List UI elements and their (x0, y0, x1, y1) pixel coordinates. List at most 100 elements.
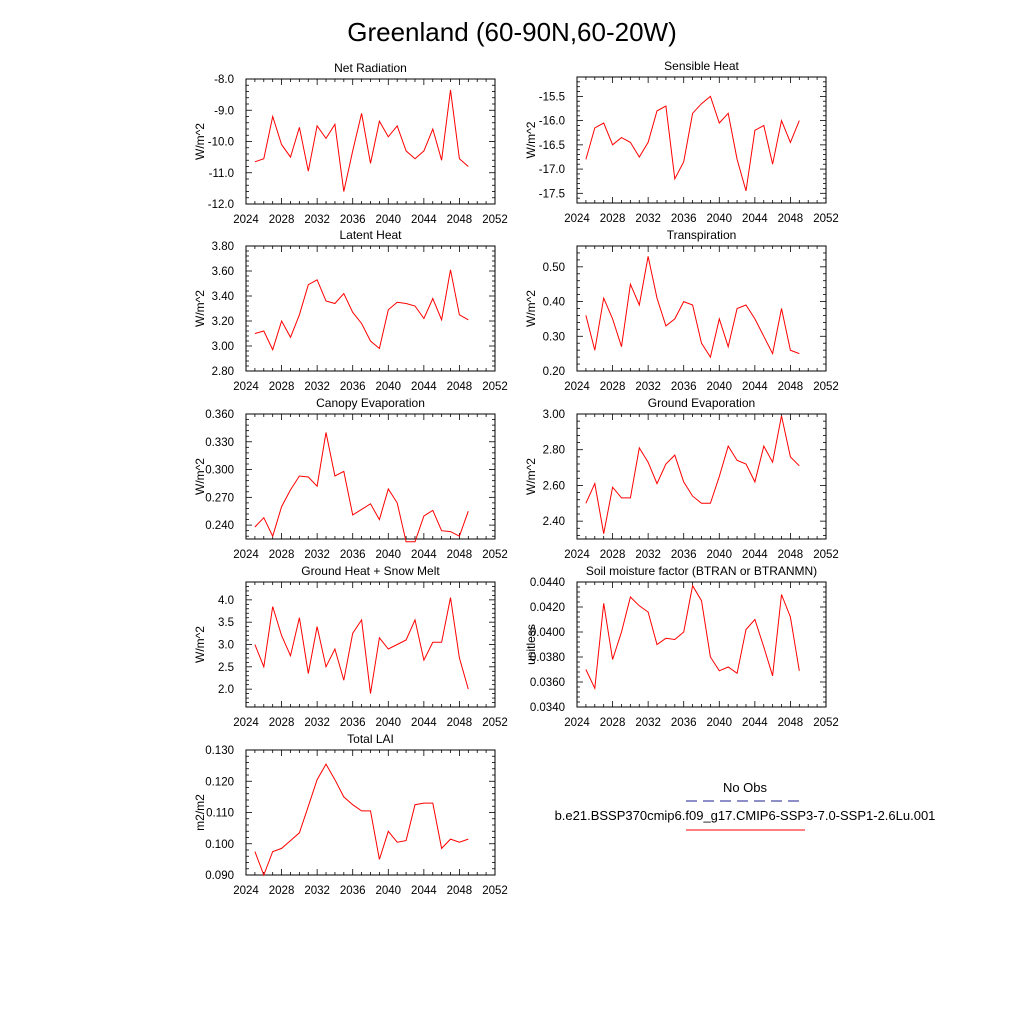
x-tick-label: 2052 (813, 549, 839, 561)
y-axis-label: W/m^2 (193, 290, 207, 327)
x-tick-label: 2036 (340, 885, 366, 897)
y-tick-label: 0.090 (205, 870, 234, 882)
legend: No Obs b.e21.BSSP370cmip6.f09_g17.CMIP6-… (555, 780, 936, 831)
x-tick-label: 2040 (375, 214, 401, 226)
x-tick-label: 2024 (233, 381, 259, 393)
x-tick-label: 2052 (482, 549, 508, 561)
x-tick-label: 2036 (671, 549, 697, 561)
y-tick-label: 0.0380 (530, 652, 565, 664)
y-tick-label: 0.0400 (530, 627, 565, 639)
x-tick-label: 2052 (813, 717, 839, 729)
y-axis-label: W/m^2 (193, 123, 207, 160)
y-tick-label: 2.0 (218, 684, 234, 696)
y-axis-label: m2/m2 (193, 794, 207, 831)
chart-panel: Soil moisture factor (BTRAN or BTRANMN) u… (524, 564, 839, 729)
y-tick-label: 0.330 (205, 437, 234, 449)
x-tick-label: 2044 (411, 214, 437, 226)
panels-group: Net Radiation W/m^2 2024 2028 2032 2036 2040 20… (193, 59, 839, 897)
panel-title: Total LAI (347, 732, 394, 746)
series-line (585, 415, 800, 534)
x-tick-label: 2028 (600, 717, 626, 729)
y-tick-label: 0.120 (205, 776, 234, 788)
y-tick-label: -17.0 (539, 164, 565, 176)
y-axis-label: W/m^2 (524, 458, 538, 495)
y-axis-label: W/m^2 (524, 121, 538, 158)
x-tick-label: 2048 (447, 717, 473, 729)
y-tick-label: 0.0360 (530, 677, 565, 689)
chart-panel: Sensible Heat W/m^2 2024 2028 2032 2036 2040 20… (524, 59, 839, 225)
x-tick-label: 2032 (304, 381, 330, 393)
series-line (254, 269, 469, 352)
x-tick-label: 2052 (813, 381, 839, 393)
figure-title: Greenland (60-90N,60-20W) (347, 17, 677, 47)
x-tick-label: 2032 (635, 717, 661, 729)
chart-panel: Transpiration W/m^2 2024 2028 2032 2036 2040 20… (524, 228, 839, 393)
x-tick-label: 2052 (482, 885, 508, 897)
y-tick-label: 0.360 (205, 409, 234, 421)
y-tick-label: 0.0340 (530, 702, 565, 714)
chart-panel: Net Radiation W/m^2 2024 2028 2032 2036 2040 20… (193, 61, 508, 226)
plot-frame (576, 76, 827, 204)
x-tick-label: 2044 (742, 213, 768, 225)
x-tick-label: 2040 (706, 549, 732, 561)
plot-frame (576, 245, 827, 372)
y-tick-label: 3.00 (543, 409, 565, 421)
x-tick-label: 2048 (778, 213, 804, 225)
y-tick-label: -16.0 (539, 116, 565, 128)
x-tick-label: 2044 (411, 885, 437, 897)
series-line (254, 597, 469, 694)
y-axis-label: W/m^2 (524, 290, 538, 327)
x-tick-label: 2048 (447, 549, 473, 561)
x-tick-label: 2040 (706, 213, 732, 225)
panel-title: Soil moisture factor (BTRAN or BTRANMN) (586, 564, 817, 578)
x-tick-label: 2048 (778, 549, 804, 561)
x-tick-label: 2024 (233, 214, 259, 226)
series-line (254, 432, 469, 543)
y-tick-label: 0.240 (205, 520, 234, 532)
y-tick-label: -15.5 (539, 91, 565, 103)
plot-frame (576, 413, 827, 540)
x-tick-label: 2052 (482, 214, 508, 226)
x-tick-label: 2032 (635, 549, 661, 561)
x-tick-label: 2032 (635, 213, 661, 225)
series-line (254, 763, 469, 877)
chart-panel: Canopy Evaporation W/m^2 2024 2028 2032 2036 2… (193, 396, 508, 561)
x-tick-label: 2040 (375, 549, 401, 561)
x-tick-label: 2024 (564, 549, 590, 561)
x-tick-label: 2044 (742, 717, 768, 729)
y-tick-label: -9.0 (214, 105, 234, 117)
x-tick-label: 2028 (600, 549, 626, 561)
x-tick-label: 2036 (671, 717, 697, 729)
x-tick-label: 2028 (269, 885, 295, 897)
x-tick-label: 2044 (411, 717, 437, 729)
y-tick-label: 0.0440 (530, 577, 565, 589)
x-tick-label: 2048 (778, 717, 804, 729)
chart-panel: Total LAI m2/m2 2024 2028 2032 2036 2040 2044 20… (193, 732, 508, 897)
x-tick-label: 2036 (671, 381, 697, 393)
x-tick-label: 2040 (375, 885, 401, 897)
x-tick-label: 2048 (447, 885, 473, 897)
x-tick-label: 2032 (304, 214, 330, 226)
y-tick-label: 0.100 (205, 839, 234, 851)
x-tick-label: 2036 (340, 549, 366, 561)
y-tick-label: 0.0420 (530, 602, 565, 614)
x-tick-label: 2032 (304, 549, 330, 561)
series-line (585, 95, 800, 192)
y-tick-label: 3.40 (212, 291, 234, 303)
y-tick-label: 3.00 (212, 341, 234, 353)
y-axis-label: W/m^2 (193, 458, 207, 495)
x-tick-label: 2036 (340, 381, 366, 393)
y-tick-label: -12.0 (208, 199, 234, 211)
x-tick-label: 2024 (233, 885, 259, 897)
x-tick-label: 2032 (635, 381, 661, 393)
y-tick-label: -8.0 (214, 74, 234, 86)
x-tick-label: 2028 (269, 717, 295, 729)
legend-obs-label: No Obs (723, 780, 768, 795)
panel-title: Latent Heat (339, 228, 402, 242)
y-tick-label: -17.5 (539, 188, 565, 200)
y-tick-label: 3.0 (218, 640, 234, 652)
x-tick-label: 2032 (304, 885, 330, 897)
x-tick-label: 2024 (564, 381, 590, 393)
legend-case-label: b.e21.BSSP370cmip6.f09_g17.CMIP6-SSP3-7.… (555, 808, 936, 823)
